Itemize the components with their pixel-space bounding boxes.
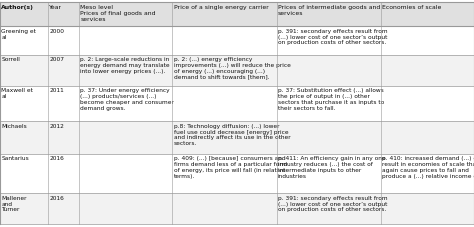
Bar bbox=[0, 122, 474, 154]
Text: p. 37: Under energy efficiency
(...) products/services (...)
become cheaper and : p. 37: Under energy efficiency (...) pro… bbox=[81, 88, 174, 110]
Text: Meso level
Prices of final goods and
services: Meso level Prices of final goods and ser… bbox=[81, 5, 156, 22]
Text: p. 37: Substitution effect (...) allows
the price of output in (...) other
secto: p. 37: Substitution effect (...) allows … bbox=[278, 88, 384, 110]
Text: p.8: Technology diffusion: (...) lower
fuel use could decrease [energy] price
an: p.8: Technology diffusion: (...) lower f… bbox=[173, 123, 290, 146]
Bar bbox=[0, 154, 474, 193]
Text: Michaels: Michaels bbox=[1, 123, 27, 128]
Text: Sorrell: Sorrell bbox=[1, 57, 20, 62]
Text: Author(s): Author(s) bbox=[1, 5, 34, 10]
Bar bbox=[0, 193, 474, 224]
Text: Economies of scale: Economies of scale bbox=[383, 5, 442, 10]
Text: Price of a single energy carrier: Price of a single energy carrier bbox=[173, 5, 268, 10]
Bar bbox=[0, 27, 474, 55]
Text: 2007: 2007 bbox=[49, 57, 64, 62]
Text: p. 391: secondary effects result from
(...) lower cost of one sector’s output
on: p. 391: secondary effects result from (.… bbox=[278, 29, 388, 45]
Text: 2016: 2016 bbox=[49, 156, 64, 161]
Text: Greening et
al: Greening et al bbox=[1, 29, 36, 39]
Bar bbox=[0, 55, 474, 86]
Text: p. 391: secondary effects result from
(...) lower cost of one sector’s output
on: p. 391: secondary effects result from (.… bbox=[278, 195, 388, 212]
Text: p. 411: An efficiency gain in any one
industry reduces (...) the cost of
interme: p. 411: An efficiency gain in any one in… bbox=[278, 156, 385, 178]
Text: Maxwell et
al: Maxwell et al bbox=[1, 88, 33, 99]
Bar bbox=[0, 3, 474, 27]
Text: Santarius: Santarius bbox=[1, 156, 29, 161]
Text: Mallener
and
Turner: Mallener and Turner bbox=[1, 195, 27, 212]
Text: 2011: 2011 bbox=[49, 88, 64, 93]
Text: p. 2: Large-scale reductions in
energy demand may translate
into lower energy pr: p. 2: Large-scale reductions in energy d… bbox=[81, 57, 170, 74]
Text: p. 409: (...) [because] consumers and
firms demand less of a particular form
of : p. 409: (...) [because] consumers and fi… bbox=[173, 156, 287, 178]
Text: p. 2: (...) energy efficiency
improvements (...) will reduce the price
of energy: p. 2: (...) energy efficiency improvemen… bbox=[173, 57, 291, 79]
Text: p. 410: increased demand (...) can
result in economies of scale that
again cause: p. 410: increased demand (...) can resul… bbox=[383, 156, 474, 178]
Text: 2016: 2016 bbox=[49, 195, 64, 200]
Text: 2000: 2000 bbox=[49, 29, 64, 34]
Text: 2012: 2012 bbox=[49, 123, 64, 128]
Text: Year: Year bbox=[49, 5, 63, 10]
Text: Prices of intermediate goods and
services: Prices of intermediate goods and service… bbox=[278, 5, 380, 16]
Bar bbox=[0, 86, 474, 122]
